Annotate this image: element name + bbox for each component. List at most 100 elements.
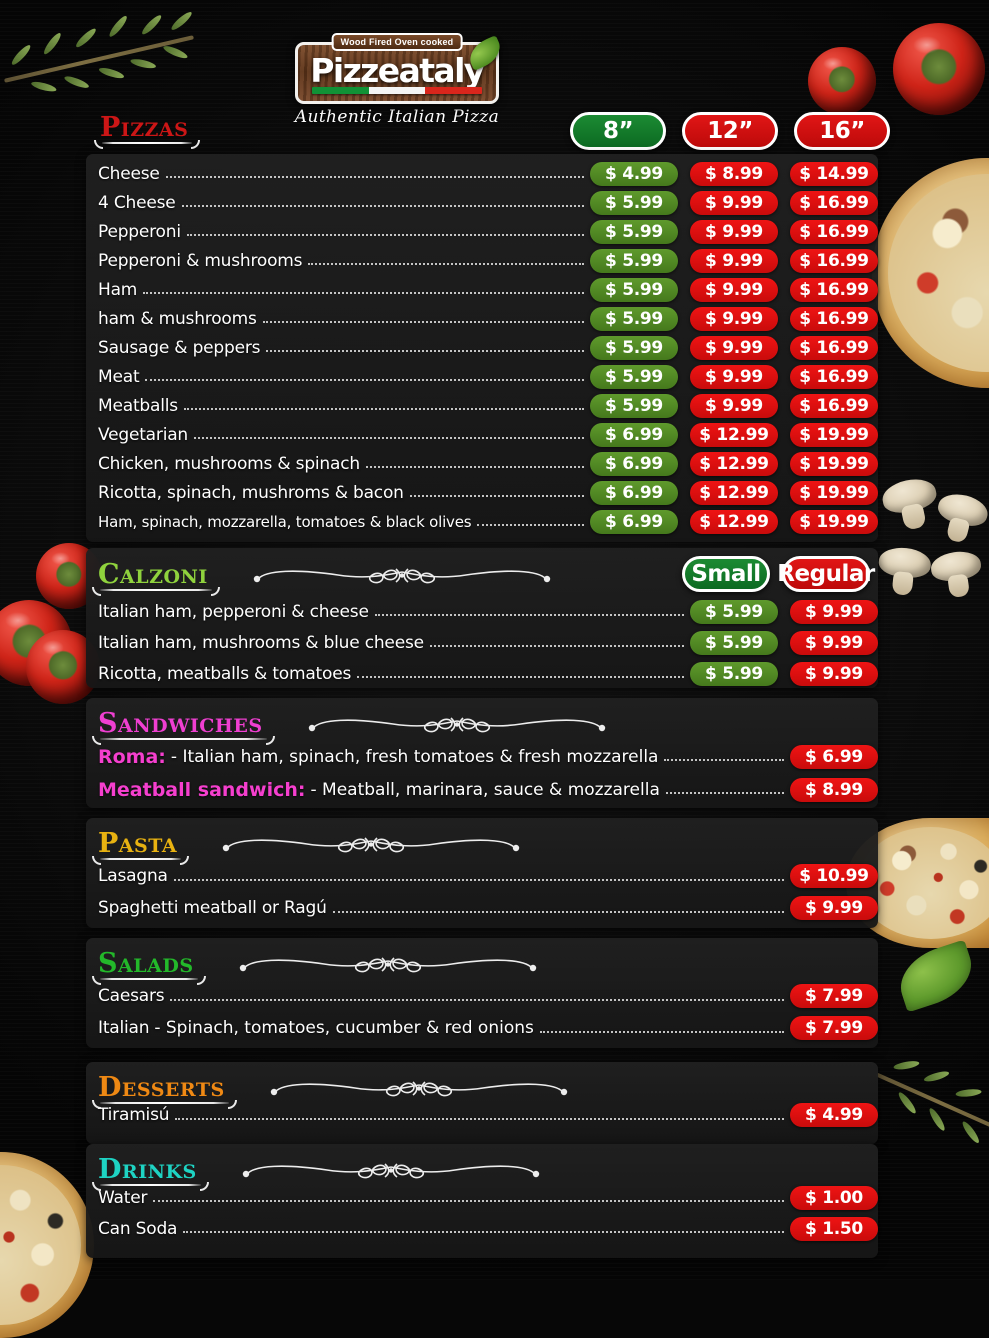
price-pill: $ 6.99 bbox=[590, 451, 678, 476]
menu-row[interactable]: Meat $ 5.99 $ 9.99 $ 16.99 bbox=[86, 362, 878, 391]
menu-row[interactable]: Meatballs $ 5.99 $ 9.99 $ 16.99 bbox=[86, 391, 878, 420]
menu-item-name: Pepperoni & mushrooms bbox=[98, 250, 303, 271]
price-group: $ 5.99 $ 9.99 $ 16.99 bbox=[590, 335, 878, 360]
menu-row[interactable]: Italian - Spinach, tomatoes, cucumber & r… bbox=[86, 1012, 878, 1044]
menu-row[interactable]: Ham $ 5.99 $ 9.99 $ 16.99 bbox=[86, 275, 878, 304]
menu-row[interactable]: Ham, spinach, mozzarella, tomatoes & bla… bbox=[86, 507, 878, 536]
leader-dots bbox=[357, 663, 684, 678]
tomato-decoration-2 bbox=[808, 47, 876, 115]
price-group: $ 5.99 $ 9.99 $ 16.99 bbox=[590, 248, 878, 273]
size-pill-8in[interactable]: 8” bbox=[570, 112, 666, 150]
menu-row[interactable]: Caesars $ 7.99 bbox=[86, 980, 878, 1012]
price-pill: $ 1.50 bbox=[790, 1216, 878, 1241]
menu-row[interactable]: 4 Cheese $ 5.99 $ 9.99 $ 16.99 bbox=[86, 188, 878, 217]
menu-item-description: - Spinach, tomatoes, cucumber & red onio… bbox=[154, 1018, 534, 1038]
logo-wordmark: Pizzeataly bbox=[310, 51, 485, 90]
menu-item-name: ham & mushrooms bbox=[98, 308, 257, 329]
size-pill-16in[interactable]: 16” bbox=[794, 112, 890, 150]
menu-item-name: Lasagna bbox=[98, 866, 168, 886]
price-pill: $ 9.99 bbox=[690, 277, 778, 302]
leader-dots bbox=[173, 866, 784, 881]
size-pill-small[interactable]: Small bbox=[682, 556, 770, 592]
menu-row[interactable]: Cheese $ 4.99 $ 8.99 $ 14.99 bbox=[86, 159, 878, 188]
leader-dots bbox=[665, 779, 784, 794]
filigree-divider bbox=[238, 952, 538, 978]
size-pill-12in[interactable]: 12” bbox=[682, 112, 778, 150]
menu-row[interactable]: Italian ham, mushrooms & blue cheese $ 5.… bbox=[86, 627, 878, 658]
title-flourish bbox=[92, 735, 275, 745]
price-pill: $ 14.99 bbox=[790, 161, 878, 186]
drinks-row-list: Water $ 1.00 Can Soda $ 1.50 bbox=[86, 1182, 878, 1244]
price-pill: $ 16.99 bbox=[790, 190, 878, 215]
menu-item-name: Can Soda bbox=[98, 1218, 178, 1239]
price-pill: $ 16.99 bbox=[790, 277, 878, 302]
menu-row[interactable]: Vegetarian $ 6.99 $ 12.99 $ 19.99 bbox=[86, 420, 878, 449]
price-group: $ 6.99 $ 12.99 $ 19.99 bbox=[590, 451, 878, 476]
menu-row[interactable]: Roma: - Italian ham, spinach, fresh tomat… bbox=[86, 740, 878, 773]
menu-item-name: Vegetarian bbox=[98, 424, 189, 445]
section-title-pizzas: Pizzas bbox=[94, 114, 201, 149]
menu-row[interactable]: Can Soda $ 1.50 bbox=[86, 1213, 878, 1244]
pizza-photo-bottom-left bbox=[0, 1152, 94, 1338]
size-pill-regular[interactable]: Regular bbox=[777, 556, 875, 592]
price-pill: $ 9.99 bbox=[790, 661, 878, 686]
title-flourish bbox=[92, 1099, 237, 1109]
mushroom-decoration-4 bbox=[929, 548, 985, 600]
price-pill: $ 16.99 bbox=[790, 219, 878, 244]
drinks-panel: Drinks Water $ 1.00 Can Soda $ 1.50 bbox=[86, 1144, 878, 1258]
menu-row[interactable]: Pepperoni & mushrooms $ 5.99 $ 9.99 $ 16.99 bbox=[86, 246, 878, 275]
title-flourish bbox=[92, 1181, 209, 1191]
price-pill: $ 10.99 bbox=[790, 864, 878, 888]
section-header-drinks: Drinks bbox=[92, 1152, 890, 1191]
menu-item-name: Cheese bbox=[98, 163, 160, 184]
menu-row[interactable]: Spaghetti meatball or Ragú $ 9.99 bbox=[86, 892, 878, 924]
menu-row[interactable]: Tiramisú $ 4.99 bbox=[86, 1100, 878, 1130]
menu-row[interactable]: Pepperoni $ 5.99 $ 9.99 $ 16.99 bbox=[86, 217, 878, 246]
menu-row[interactable]: Ricotta, meatballs & tomatoes $ 5.99 $ 9.9… bbox=[86, 658, 878, 689]
sandwiches-panel: Sandwiches Roma: - Italian ham, spinach, … bbox=[86, 698, 878, 808]
pizza-photo-right bbox=[872, 158, 989, 388]
price-pill: $ 7.99 bbox=[790, 1016, 878, 1040]
menu-row[interactable]: Lasagna $ 10.99 bbox=[86, 860, 878, 892]
price-pill: $ 6.99 bbox=[790, 744, 878, 769]
menu-item-name: Italian bbox=[98, 1018, 150, 1038]
price-pill: $ 5.99 bbox=[590, 277, 678, 302]
price-group: $ 5.99 $ 9.99 bbox=[690, 661, 878, 686]
price-pill: $ 1.00 bbox=[790, 1185, 878, 1210]
leader-dots bbox=[266, 337, 584, 352]
price-group: $ 7.99 bbox=[790, 1016, 878, 1040]
sandwiches-row-list: Roma: - Italian ham, spinach, fresh tomat… bbox=[86, 740, 878, 806]
menu-row[interactable]: Ricotta, spinach, mushroms & bacon $ 6.99… bbox=[86, 478, 878, 507]
price-group: $ 1.50 bbox=[790, 1216, 878, 1241]
menu-row[interactable]: Chicken, mushrooms & spinach $ 6.99 $ 12.9… bbox=[86, 449, 878, 478]
leader-dots bbox=[429, 632, 684, 647]
price-pill: $ 16.99 bbox=[790, 393, 878, 418]
price-pill: $ 5.99 bbox=[590, 335, 678, 360]
pizzas-panel: Cheese $ 4.99 $ 8.99 $ 14.99 4 Cheese $ 5.99 $… bbox=[86, 154, 878, 542]
logo-plate: Wood Fired Oven cooked Pizzeataly bbox=[295, 33, 506, 104]
leader-dots bbox=[153, 1187, 784, 1202]
calzoni-row-list: Italian ham, pepperoni & cheese $ 5.99 $ 9… bbox=[86, 596, 878, 689]
calzoni-panel: Calzoni Small Regular Italian ham, peppe… bbox=[86, 548, 878, 688]
menu-item-name: 4 Cheese bbox=[98, 192, 176, 213]
leader-dots bbox=[365, 453, 584, 468]
price-pill: $ 5.99 bbox=[690, 599, 778, 624]
menu-row[interactable]: ham & mushrooms $ 5.99 $ 9.99 $ 16.99 bbox=[86, 304, 878, 333]
leader-dots bbox=[262, 308, 584, 323]
menu-row[interactable]: Sausage & peppers $ 5.99 $ 9.99 $ 16.99 bbox=[86, 333, 878, 362]
price-group: $ 6.99 $ 12.99 $ 19.99 bbox=[590, 422, 878, 447]
menu-row[interactable]: Meatball sandwich: - Meatball, marinara, … bbox=[86, 773, 878, 806]
filigree-divider bbox=[307, 712, 607, 738]
price-pill: $ 9.99 bbox=[690, 393, 778, 418]
menu-item-name: Caesars bbox=[98, 986, 165, 1006]
menu-item-name: Ricotta, meatballs & tomatoes bbox=[98, 663, 352, 684]
menu-row[interactable]: Italian ham, pepperoni & cheese $ 5.99 $ 9… bbox=[86, 596, 878, 627]
price-pill: $ 6.99 bbox=[590, 422, 678, 447]
price-pill: $ 16.99 bbox=[790, 335, 878, 360]
price-group: $ 5.99 $ 9.99 bbox=[690, 599, 878, 624]
menu-row[interactable]: Water $ 1.00 bbox=[86, 1182, 878, 1213]
title-flourish bbox=[92, 855, 190, 865]
price-pill: $ 9.99 bbox=[790, 630, 878, 655]
price-pill: $ 12.99 bbox=[690, 451, 778, 476]
leader-dots bbox=[409, 482, 584, 497]
